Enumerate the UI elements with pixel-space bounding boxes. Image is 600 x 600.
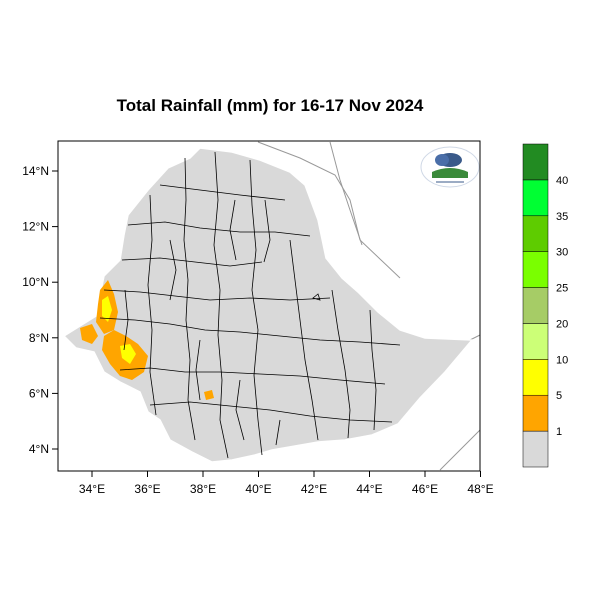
neighbour-borders: [257, 141, 481, 471]
lon-tick-label: 36°E: [134, 482, 160, 496]
colorbar-box: [522, 430, 549, 468]
latitude-axis: 14°N 12°N 10°N 8°N 6°N 4°N: [22, 164, 58, 456]
colorbar-label: 1: [556, 426, 562, 438]
colorbar-box: [522, 359, 549, 396]
colorbar-label: 35: [556, 211, 568, 223]
colorbar-label: 5: [556, 390, 562, 402]
colorbar-label: 25: [556, 283, 568, 295]
colorbar-label: 20: [556, 318, 568, 330]
lat-tick-label: 6°N: [29, 386, 49, 400]
lon-tick-label: 42°E: [301, 482, 327, 496]
colorbar-box: [522, 287, 549, 324]
lon-tick-label: 38°E: [190, 482, 216, 496]
lon-tick-label: 48°E: [467, 482, 493, 496]
map-title: Total Rainfall (mm) for 16-17 Nov 2024: [116, 96, 424, 115]
colorbar-box: [522, 394, 549, 432]
longitude-axis: 34°E 36°E 38°E 40°E 42°E 44°E 46°E 48°E: [79, 471, 494, 496]
lon-tick-label: 46°E: [412, 482, 438, 496]
colorbar-box: [522, 323, 549, 360]
lat-tick-label: 8°N: [29, 331, 49, 345]
map-frame: [57, 140, 481, 472]
lat-tick-label: 10°N: [22, 275, 49, 289]
colorbar-box: [522, 179, 549, 217]
colorbar-box: [522, 215, 549, 252]
meteorology-agency-logo: [420, 146, 480, 188]
colorbar-box: [522, 143, 549, 181]
lon-tick-label: 34°E: [79, 482, 105, 496]
lat-tick-label: 14°N: [22, 164, 49, 178]
lat-tick-label: 12°N: [22, 220, 49, 234]
lon-tick-label: 44°E: [356, 482, 382, 496]
colorbar-box: [522, 251, 549, 288]
lat-tick-label: 4°N: [29, 442, 49, 456]
colorbar-label: 30: [556, 247, 568, 259]
ethiopia-land: [62, 147, 474, 463]
rain-patches-5-10mm: [102, 296, 136, 364]
lon-tick-label: 40°E: [245, 482, 271, 496]
zone-boundaries: [99, 151, 401, 459]
colorbar-label: 10: [556, 354, 568, 366]
colorbar-label: 40: [556, 175, 568, 187]
rainfall-colorbar: 1 5 10 20 25 30 35 40: [522, 143, 568, 468]
